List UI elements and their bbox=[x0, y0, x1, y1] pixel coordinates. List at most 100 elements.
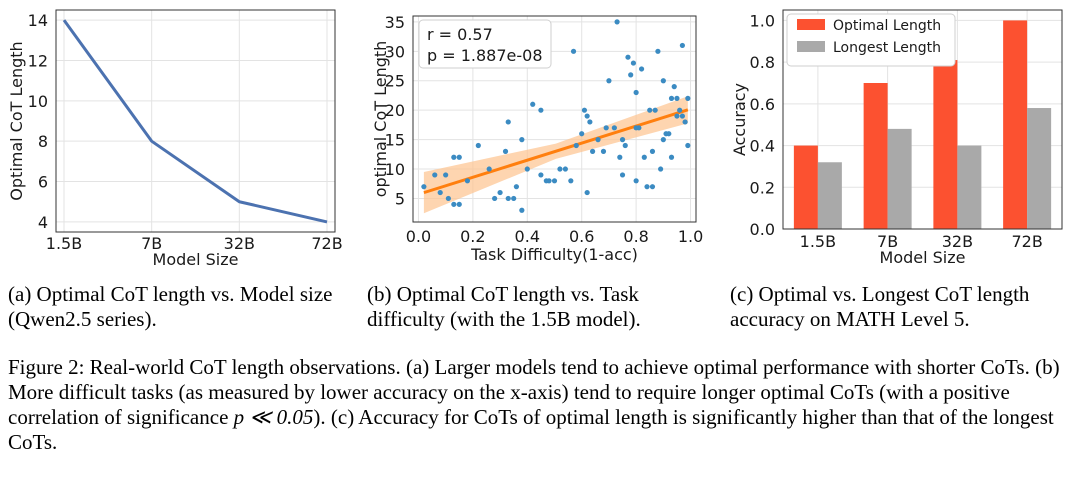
x-tick-label-b: 0.6 bbox=[569, 227, 594, 246]
scatter-point bbox=[628, 72, 634, 78]
scatter-point bbox=[685, 95, 691, 101]
x-axis-label-b: Task Difficulty(1-acc) bbox=[470, 245, 638, 264]
scatter-point bbox=[674, 95, 680, 101]
bar-optimal bbox=[1003, 20, 1028, 229]
y-tick-label-b: 25 bbox=[385, 72, 405, 91]
scatter-point bbox=[589, 148, 596, 154]
y-tick-label-b: 20 bbox=[385, 101, 405, 120]
caption-a: (a) Optimal CoT length vs. Model size (Q… bbox=[8, 282, 333, 331]
scatter-point bbox=[603, 125, 609, 131]
scatter-point bbox=[671, 84, 677, 90]
scatter-point bbox=[649, 184, 656, 190]
scatter-point bbox=[502, 148, 509, 154]
bar-longest bbox=[887, 128, 912, 229]
bar-longest bbox=[1027, 108, 1052, 229]
scatter-point bbox=[652, 107, 658, 113]
legend-swatch bbox=[797, 19, 825, 30]
scatter-point bbox=[614, 19, 620, 25]
scatter-point bbox=[562, 166, 568, 172]
scatter-point bbox=[573, 142, 579, 149]
scatter-point bbox=[595, 137, 601, 143]
scatter-point bbox=[443, 172, 449, 178]
scatter-point bbox=[674, 113, 680, 119]
scatter-point bbox=[456, 154, 462, 160]
plot-area-a bbox=[56, 10, 335, 232]
scatter-point bbox=[546, 178, 552, 184]
scatter-point bbox=[666, 131, 672, 137]
scatter-point bbox=[475, 142, 481, 149]
scatter-point bbox=[492, 195, 498, 202]
scatter-point bbox=[513, 184, 520, 190]
scatter-point bbox=[647, 107, 653, 113]
x-tick-label-b: 0.4 bbox=[515, 227, 540, 246]
x-tick-label-c: 7B bbox=[877, 232, 898, 251]
scatter-point bbox=[421, 184, 427, 190]
scatter-point bbox=[581, 107, 588, 113]
scatter-point bbox=[464, 178, 471, 184]
x-tick-label-b: 0.8 bbox=[623, 227, 648, 246]
y-tick-label-a: 8 bbox=[38, 132, 48, 151]
scatter-point bbox=[668, 95, 675, 101]
scatter-point bbox=[519, 137, 525, 143]
chart-a-model-size: 4 6 8 10 12 14 1.5B 7B 32B 72B Model Size Optimal C… bbox=[7, 9, 343, 269]
scatter-point bbox=[638, 66, 645, 72]
bar-optimal bbox=[933, 60, 958, 229]
x-tick-label-b: 0.2 bbox=[460, 227, 485, 246]
scatter-point bbox=[570, 48, 577, 54]
plot-frame-a bbox=[55, 9, 336, 233]
figure-caption-text-2: ). (c) Accuracy for CoTs of optimal leng… bbox=[8, 405, 1054, 454]
y-tick-label-c: 1.0 bbox=[750, 11, 775, 30]
scatter-point bbox=[538, 172, 544, 178]
figure-caption-text-1: Figure 2: Real-world CoT length observat… bbox=[8, 355, 1060, 429]
scatter-point bbox=[587, 119, 593, 125]
scatter-point bbox=[622, 142, 628, 149]
legend-swatch bbox=[797, 41, 825, 52]
y-tick-label-a: 14 bbox=[28, 11, 48, 30]
figure-caption: Figure 2: Real-world CoT length observat… bbox=[8, 355, 1072, 455]
scatter-point bbox=[658, 166, 664, 172]
scatter-point bbox=[511, 195, 517, 202]
bar-optimal bbox=[793, 145, 818, 229]
stats-box bbox=[418, 19, 552, 69]
y-tick-label-b: 30 bbox=[385, 42, 405, 61]
figure-charts: 4 6 8 10 12 14 1.5B 7B 32B 72B Model Size Optimal C… bbox=[7, 9, 1063, 269]
chart-b-task-difficulty: 5 10 15 20 25 30 35 0.0 0.2 0.4 0.6 0.8 1.0 r = 0.57 p… bbox=[371, 13, 703, 264]
scatter-point bbox=[679, 42, 685, 49]
series-line-a bbox=[62, 19, 328, 224]
y-axis-label-c: Accuracy bbox=[730, 83, 749, 156]
legend-label: Optimal Length bbox=[833, 18, 941, 34]
scatter-point bbox=[584, 189, 590, 196]
scatter-point bbox=[655, 48, 661, 54]
y-tick-label-a: 10 bbox=[28, 92, 48, 111]
scatter-point bbox=[519, 207, 525, 213]
plot-frame-b bbox=[412, 15, 697, 223]
scatter-point bbox=[682, 119, 688, 125]
x-axis-label-c: Model Size bbox=[880, 248, 966, 267]
legend-box bbox=[786, 13, 956, 67]
scatter-point bbox=[679, 113, 685, 119]
x-tick-label-a: 7B bbox=[141, 234, 162, 253]
scatter-point bbox=[619, 172, 626, 178]
y-tick-label-b: 5 bbox=[395, 189, 405, 208]
y-tick-label-a: 12 bbox=[28, 51, 48, 70]
scatter-point bbox=[630, 60, 637, 66]
scatter-point bbox=[625, 54, 631, 60]
correlation-r: r = 0.57 bbox=[427, 25, 493, 44]
scatter-point bbox=[633, 178, 639, 184]
scatter-point bbox=[486, 166, 492, 172]
scatter-point bbox=[505, 195, 511, 202]
chart-c-accuracy: 0.0 0.2 0.4 0.6 0.8 1.0 1.5B 7B 32B 72B Optimal Le… bbox=[730, 9, 1063, 267]
scatter-point bbox=[568, 178, 574, 184]
scatter-point bbox=[685, 142, 691, 149]
x-tick-label-b: 0.0 bbox=[406, 227, 431, 246]
bar-longest bbox=[817, 162, 842, 229]
scatter-point bbox=[606, 78, 612, 84]
scatter-point bbox=[660, 78, 666, 84]
x-tick-label-c: 1.5B bbox=[800, 232, 836, 251]
bar-longest bbox=[957, 145, 982, 229]
scatter-point bbox=[617, 154, 623, 160]
scatter-point bbox=[538, 107, 544, 113]
x-tick-label-a: 1.5B bbox=[46, 234, 82, 253]
scatter-point bbox=[649, 148, 656, 154]
figure-caption-math: p ≪ 0.05 bbox=[233, 405, 314, 429]
